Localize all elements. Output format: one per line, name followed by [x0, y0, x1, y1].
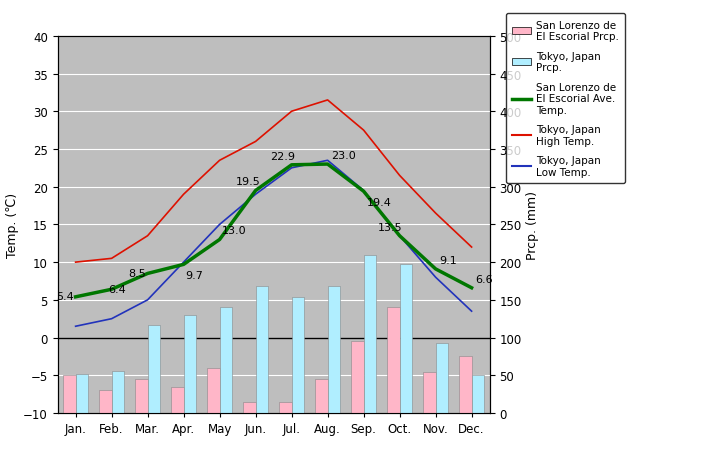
Text: 6.6: 6.6	[475, 274, 492, 284]
Bar	[328, 286, 340, 413]
Bar	[63, 375, 76, 413]
Bar	[99, 391, 112, 413]
Bar	[387, 308, 400, 413]
Text: 9.1: 9.1	[439, 255, 457, 265]
Bar	[135, 379, 148, 413]
Bar	[207, 368, 220, 413]
Legend: San Lorenzo de
El Escorial Prcp., Tokyo, Japan
Prcp., San Lorenzo de
El Escorial: San Lorenzo de El Escorial Prcp., Tokyo,…	[505, 14, 625, 184]
Bar	[315, 379, 328, 413]
Bar	[459, 357, 472, 413]
Y-axis label: Temp. (℃): Temp. (℃)	[6, 192, 19, 257]
Bar	[351, 341, 364, 413]
Bar	[256, 286, 268, 413]
Text: 19.4: 19.4	[367, 197, 392, 207]
Bar	[184, 315, 196, 413]
Text: 6.4: 6.4	[108, 284, 126, 294]
Bar	[436, 343, 448, 413]
Bar	[171, 387, 184, 413]
Text: 13.0: 13.0	[221, 226, 246, 236]
Y-axis label: Prcp. (mm): Prcp. (mm)	[526, 190, 539, 259]
Bar	[112, 371, 124, 413]
Text: 19.5: 19.5	[236, 177, 261, 187]
Text: 5.4: 5.4	[56, 291, 73, 302]
Bar	[243, 402, 256, 413]
Text: 22.9: 22.9	[270, 151, 295, 162]
Bar	[400, 265, 412, 413]
Text: 9.7: 9.7	[185, 270, 203, 280]
Text: 13.5: 13.5	[378, 222, 402, 232]
Bar	[279, 402, 292, 413]
Text: 8.5: 8.5	[128, 268, 145, 278]
Bar	[423, 372, 436, 413]
Bar	[472, 375, 484, 413]
Bar	[148, 325, 160, 413]
Bar	[76, 374, 88, 413]
Bar	[220, 308, 232, 413]
Bar	[364, 255, 376, 413]
Bar	[292, 297, 304, 413]
Text: 23.0: 23.0	[331, 151, 356, 161]
